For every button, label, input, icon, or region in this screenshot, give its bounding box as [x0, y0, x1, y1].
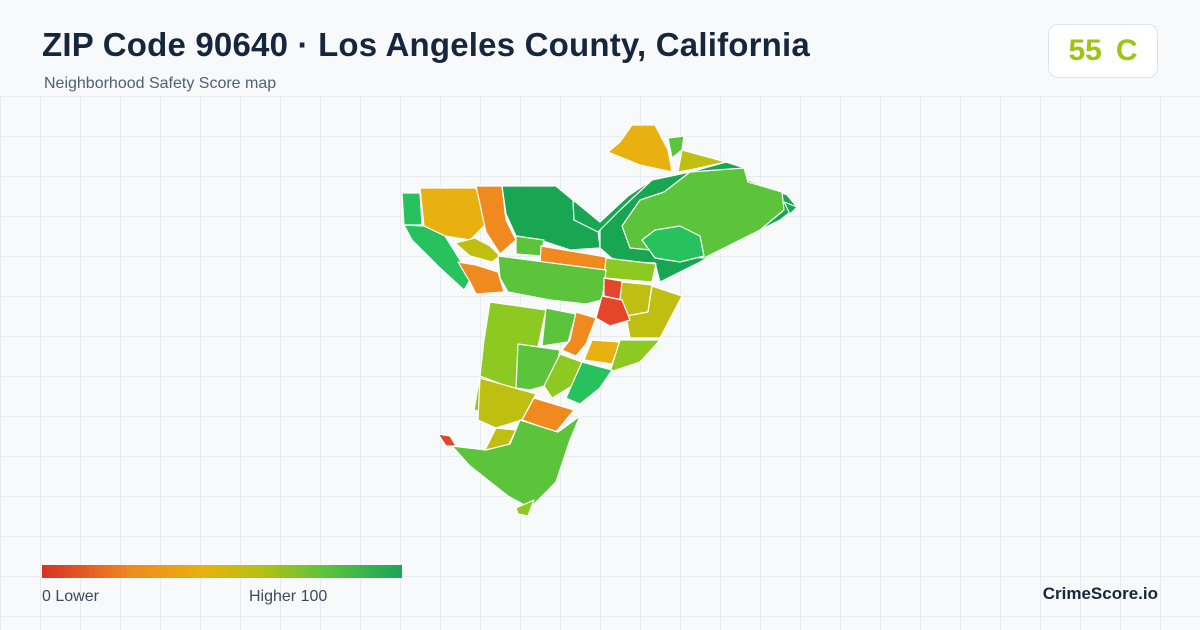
map-region-east-tip[interactable] [783, 201, 798, 215]
map-region-north-peak[interactable] [607, 124, 673, 173]
map-region-center-mid-green[interactable] [497, 255, 607, 305]
map-grid [0, 96, 1200, 630]
map-region-south-tail[interactable] [515, 499, 535, 517]
header-band [0, 0, 1200, 96]
map-region-far-south-green[interactable] [451, 415, 581, 509]
map-region-east-park[interactable] [641, 225, 705, 263]
map-region-north-ridge[interactable] [677, 149, 727, 173]
brand-logo: CrimeScore.io [1042, 584, 1158, 603]
score-grade: C [1115, 34, 1138, 67]
legend-high-label: Higher 100 [249, 588, 328, 605]
map-region-south-orange-block[interactable] [595, 295, 631, 327]
legend-color-bar [42, 565, 402, 578]
legend-low-label: 0 Lower [42, 588, 99, 605]
map-region-center-green[interactable] [515, 235, 545, 257]
map-region-south-olive[interactable] [477, 377, 537, 429]
safety-score-badge: 55 C [1048, 24, 1158, 78]
score-value: 55 [1068, 34, 1102, 67]
map-region-mid-lime-east[interactable] [609, 339, 661, 373]
map-region-sw-red-sliver[interactable] [437, 433, 457, 447]
map-region-nw-edge[interactable] [401, 192, 423, 226]
page-title: ZIP Code 90640 · Los Angeles County, Cal… [42, 26, 810, 63]
map-region-south-teal[interactable] [565, 361, 613, 405]
map-region-mid-orange[interactable] [561, 311, 597, 357]
map-region-south-lime[interactable] [543, 353, 583, 399]
page-subtitle: Neighborhood Safety Score map [44, 75, 277, 92]
map-region-center-east-olive[interactable] [625, 285, 683, 339]
map-region-north-green-wedge[interactable] [555, 179, 653, 233]
map-region-west-orange[interactable] [457, 261, 505, 295]
